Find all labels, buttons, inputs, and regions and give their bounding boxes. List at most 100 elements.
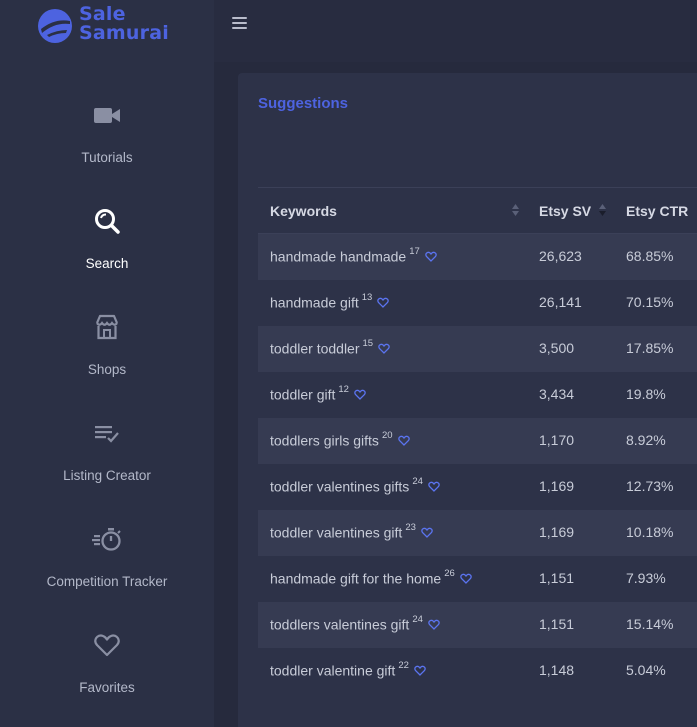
- shop-icon: [0, 312, 214, 342]
- list-check-icon: [0, 418, 214, 448]
- card-title: Suggestions: [258, 95, 349, 112]
- etsy-ctr-cell: 12.73%: [626, 478, 674, 494]
- keyword-cell[interactable]: handmade gift 13: [270, 292, 390, 311]
- etsy-sv-cell: 1,169: [539, 478, 575, 494]
- table-row[interactable]: handmade gift 13 26,141 70.15%: [258, 280, 697, 326]
- sidebar-item-listing-creator[interactable]: Listing Creator: [0, 418, 214, 518]
- favorite-heart-icon[interactable]: [428, 619, 440, 630]
- hamburger-icon[interactable]: [232, 14, 250, 32]
- table-row[interactable]: toddler valentine gift 22 1,148 5.04%: [258, 648, 697, 694]
- brand-logo[interactable]: Sale Samurai: [0, 0, 214, 62]
- sidebar-item-shops[interactable]: Shops: [0, 312, 214, 412]
- keyword-count: 13: [361, 292, 373, 303]
- suggestions-table: Keywords Etsy SV Etsy CTR handmade handm…: [258, 187, 697, 694]
- favorite-heart-icon[interactable]: [421, 527, 433, 538]
- sidebar-item-label: Shops: [87, 362, 127, 377]
- table-row[interactable]: toddler toddler 15 3,500 17.85%: [258, 326, 697, 372]
- keyword-count: 12: [338, 384, 349, 395]
- brand-name-line1: Sale: [79, 3, 126, 25]
- keyword-count: 24: [412, 614, 423, 625]
- favorite-heart-icon[interactable]: [354, 389, 366, 400]
- table-row[interactable]: toddler valentines gifts 24 1,169 12.73%: [258, 464, 697, 510]
- stopwatch-icon: [0, 524, 214, 554]
- favorite-heart-icon[interactable]: [460, 573, 472, 584]
- favorite-heart-icon[interactable]: [397, 435, 410, 446]
- table-body: handmade handmade 17 26,623 68.85% handmade …: [258, 234, 697, 694]
- etsy-ctr-cell: 68.85%: [626, 248, 674, 264]
- etsy-ctr-cell: 7.93%: [626, 570, 666, 586]
- sidebar-item-search[interactable]: Search: [0, 206, 214, 306]
- brand-name: Sale Samurai: [79, 5, 209, 43]
- etsy-ctr-cell: 70.15%: [626, 294, 674, 310]
- sidebar-item-label: Listing Creator: [63, 468, 151, 483]
- keyword-text[interactable]: toddler valentines gifts: [270, 478, 410, 495]
- sidebar-item-label: Tutorials: [81, 150, 133, 165]
- keyword-count: 24: [412, 476, 423, 487]
- keyword-text[interactable]: toddlers valentines gift: [270, 616, 410, 633]
- keyword-text[interactable]: handmade handmade: [270, 248, 407, 265]
- favorite-heart-icon[interactable]: [428, 481, 440, 492]
- keyword-cell[interactable]: toddler valentines gifts 24: [270, 476, 440, 495]
- favorite-heart-icon[interactable]: [378, 343, 390, 354]
- suggestions-card: Suggestions Keywords Etsy SV Etsy CTR ha…: [238, 73, 697, 727]
- etsy-sv-cell: 26,141: [539, 294, 582, 310]
- column-header-keywords[interactable]: Keywords: [270, 203, 337, 219]
- table-row[interactable]: toddlers valentines gift 24 1,151 15.14%: [258, 602, 697, 648]
- keyword-cell[interactable]: handmade handmade 17: [270, 246, 437, 265]
- table-row[interactable]: handmade handmade 17 26,623 68.85%: [258, 234, 697, 280]
- search-icon: [0, 206, 214, 236]
- etsy-ctr-cell: 15.14%: [626, 616, 674, 632]
- sidebar-item-tutorials[interactable]: Tutorials: [0, 100, 214, 200]
- keyword-text[interactable]: toddler valentines gift: [270, 524, 403, 541]
- column-header-etsy-sv[interactable]: Etsy SV: [539, 203, 592, 219]
- favorite-heart-icon[interactable]: [425, 251, 437, 262]
- table-row[interactable]: toddler valentines gift 23 1,169 10.18%: [258, 510, 697, 556]
- etsy-sv-cell: 1,170: [539, 432, 575, 448]
- etsy-ctr-cell: 5.04%: [626, 662, 666, 678]
- etsy-sv-cell: 1,148: [539, 662, 575, 678]
- keyword-text[interactable]: toddler valentine gift: [270, 662, 396, 679]
- keyword-cell[interactable]: handmade gift for the home 26: [270, 568, 472, 587]
- table-row[interactable]: handmade gift for the home 26 1,151 7.93%: [258, 556, 697, 602]
- keyword-count: 23: [405, 522, 416, 533]
- keyword-cell[interactable]: toddler toddler 15: [270, 338, 390, 357]
- favorite-heart-icon[interactable]: [414, 665, 426, 676]
- table-row[interactable]: toddler gift 12 3,434 19.8%: [258, 372, 697, 418]
- sort-icon[interactable]: [511, 203, 520, 217]
- keyword-cell[interactable]: toddlers valentines gift 24: [270, 614, 440, 633]
- sidebar: Sale Samurai Tutorials: [0, 0, 214, 727]
- keyword-cell[interactable]: toddler valentines gift 23: [270, 522, 433, 541]
- sidebar-item-favorites[interactable]: Favorites: [0, 630, 214, 727]
- etsy-sv-cell: 1,151: [539, 616, 575, 632]
- etsy-sv-cell: 3,500: [539, 340, 575, 356]
- samurai-logo-icon: [38, 9, 72, 43]
- etsy-sv-cell: 1,151: [539, 570, 575, 586]
- keyword-cell[interactable]: toddler valentine gift 22: [270, 660, 426, 679]
- keyword-text[interactable]: toddlers girls gifts: [270, 432, 379, 449]
- keyword-text[interactable]: handmade gift: [270, 294, 359, 311]
- brand-name-line2: Samurai: [79, 22, 169, 44]
- keyword-count: 20: [381, 430, 393, 441]
- keyword-count: 22: [398, 660, 409, 671]
- keyword-cell[interactable]: toddlers girls gifts 20: [270, 430, 410, 449]
- top-bar: [214, 0, 697, 62]
- favorite-heart-icon[interactable]: [377, 297, 390, 308]
- heart-icon: [0, 630, 214, 660]
- sort-desc-icon[interactable]: [598, 203, 607, 217]
- sidebar-item-label: Favorites: [79, 680, 135, 695]
- sidebar-item-label: Search: [85, 256, 129, 271]
- table-row[interactable]: toddlers girls gifts 20 1,170 8.92%: [258, 418, 697, 464]
- etsy-ctr-cell: 10.18%: [626, 524, 674, 540]
- column-header-etsy-ctr[interactable]: Etsy CTR: [626, 203, 689, 219]
- keyword-text[interactable]: toddler toddler: [270, 340, 360, 357]
- keyword-cell[interactable]: toddler gift 12: [270, 384, 366, 403]
- keyword-text[interactable]: handmade gift for the home: [270, 570, 442, 587]
- etsy-ctr-cell: 17.85%: [626, 340, 674, 356]
- video-camera-icon: [0, 100, 214, 130]
- etsy-ctr-cell: 8.92%: [626, 432, 666, 448]
- sidebar-item-competition-tracker[interactable]: Competition Tracker: [0, 524, 214, 624]
- keyword-text[interactable]: toddler gift: [270, 386, 336, 403]
- keyword-count: 17: [409, 246, 420, 257]
- etsy-sv-cell: 1,169: [539, 524, 575, 540]
